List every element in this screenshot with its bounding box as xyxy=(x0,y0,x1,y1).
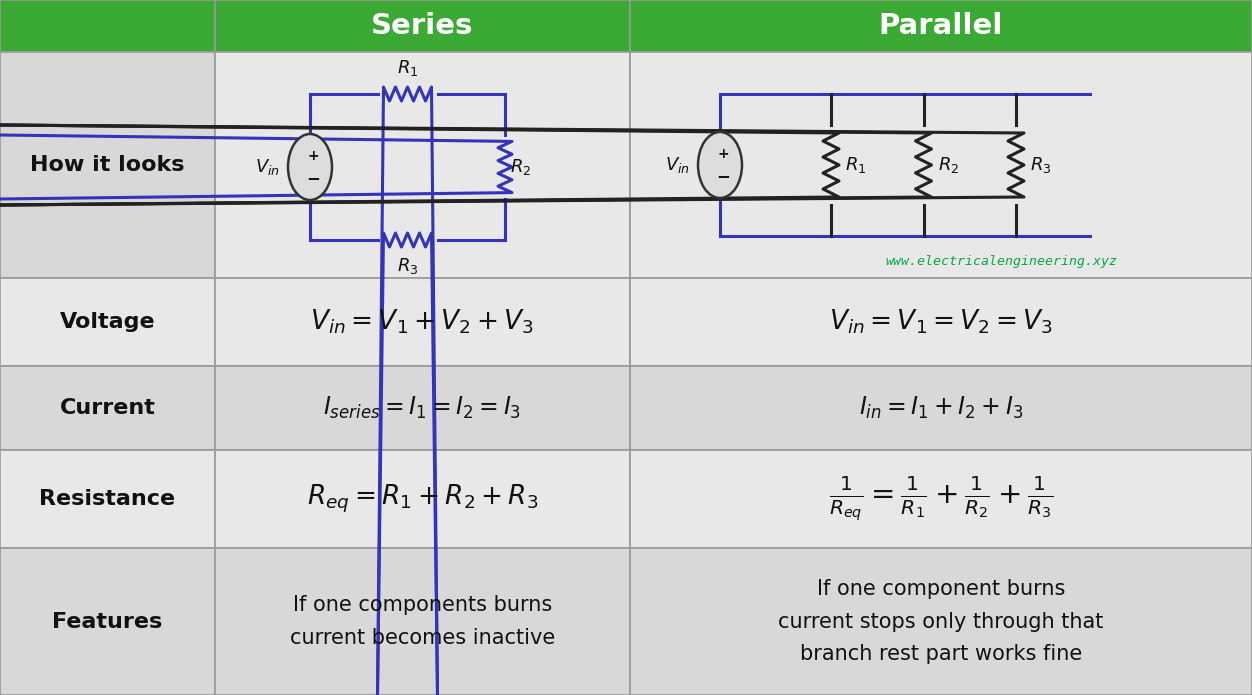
Ellipse shape xyxy=(288,134,332,200)
Text: $R_{eq} = R_1 + R_2 + R_3$: $R_{eq} = R_1 + R_2 + R_3$ xyxy=(307,483,538,515)
Bar xyxy=(630,52,1252,278)
Text: www.electricalengineering.xyz: www.electricalengineering.xyz xyxy=(885,255,1117,268)
Text: $R_3$: $R_3$ xyxy=(1030,155,1052,175)
Text: Voltage: Voltage xyxy=(60,312,155,332)
Text: $R_1$: $R_1$ xyxy=(397,58,418,78)
Bar xyxy=(215,366,630,450)
Text: Parallel: Parallel xyxy=(879,12,1003,40)
Bar xyxy=(630,548,1252,695)
Text: −: − xyxy=(305,169,321,187)
Text: +: + xyxy=(307,149,319,163)
Text: How it looks: How it looks xyxy=(30,155,185,175)
Bar xyxy=(215,0,630,52)
Text: $V_{in} = V_1 + V_2 + V_3$: $V_{in} = V_1 + V_2 + V_3$ xyxy=(310,308,535,336)
Bar xyxy=(0,548,215,695)
Text: $I_{in} = I_1 + I_2 + I_3$: $I_{in} = I_1 + I_2 + I_3$ xyxy=(859,395,1023,421)
Bar xyxy=(215,52,630,278)
Bar xyxy=(215,548,630,695)
Text: $R_1$: $R_1$ xyxy=(845,155,866,175)
Bar xyxy=(0,450,215,548)
Text: $V_{in} = V_1 = V_2 = V_3$: $V_{in} = V_1 = V_2 = V_3$ xyxy=(829,308,1053,336)
Bar xyxy=(630,0,1252,52)
Bar xyxy=(630,278,1252,366)
Text: +: + xyxy=(717,147,729,161)
Ellipse shape xyxy=(699,132,742,198)
Text: $R_3$: $R_3$ xyxy=(397,256,418,276)
Text: Current: Current xyxy=(60,398,155,418)
Bar xyxy=(0,52,215,278)
Bar xyxy=(0,366,215,450)
Bar xyxy=(630,366,1252,450)
Text: $I_{series} = I_1 = I_2 = I_3$: $I_{series} = I_1 = I_2 = I_3$ xyxy=(323,395,522,421)
Text: $R_2$: $R_2$ xyxy=(938,155,959,175)
Text: If one components burns
current becomes inactive: If one components burns current becomes … xyxy=(290,595,555,648)
Text: Series: Series xyxy=(372,12,473,40)
Text: −: − xyxy=(716,167,730,185)
Text: $V_{in}$: $V_{in}$ xyxy=(665,155,690,175)
Bar xyxy=(0,278,215,366)
Bar xyxy=(0,0,215,52)
Text: Resistance: Resistance xyxy=(39,489,175,509)
Text: $R_2$: $R_2$ xyxy=(510,157,531,177)
Bar xyxy=(215,450,630,548)
Text: If one component burns
current stops only through that
branch rest part works fi: If one component burns current stops onl… xyxy=(779,579,1104,664)
Text: $\frac{1}{R_{eq}} = \frac{1}{R_1} + \frac{1}{R_2} + \frac{1}{R_3}$: $\frac{1}{R_{eq}} = \frac{1}{R_1} + \fra… xyxy=(829,475,1053,523)
Text: $V_{in}$: $V_{in}$ xyxy=(255,157,280,177)
Text: Features: Features xyxy=(53,612,163,632)
Bar xyxy=(215,278,630,366)
Bar xyxy=(630,450,1252,548)
